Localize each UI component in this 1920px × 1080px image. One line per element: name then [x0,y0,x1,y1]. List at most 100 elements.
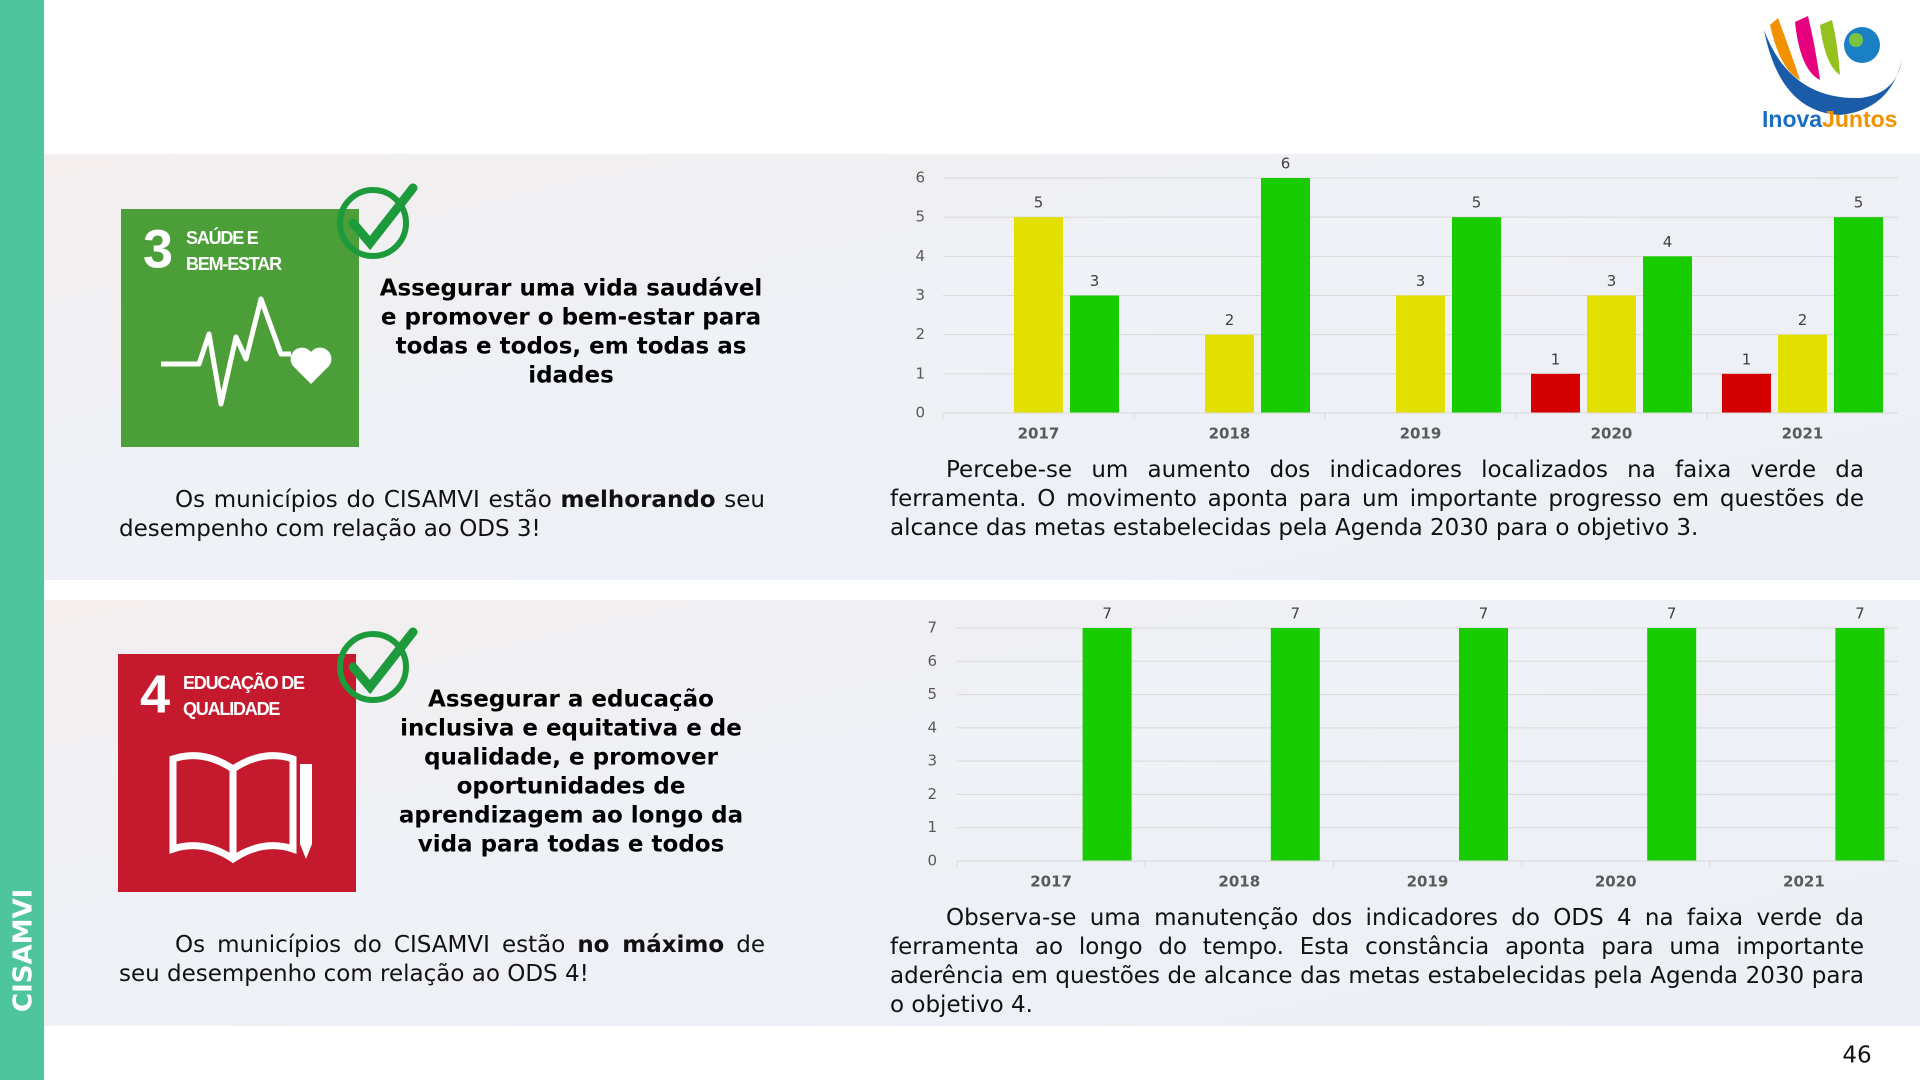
bar [1459,628,1508,861]
logo-part: Juntos [1822,106,1897,132]
goal-text: aprendizagem ao longo da [399,803,743,829]
goal-text: qualidade, e promover [424,745,718,771]
bar [1396,295,1445,413]
check-circle [337,631,409,703]
data-label: 3 [1607,272,1617,290]
goal-text: Assegurar uma vida saudável [380,276,763,302]
data-label: 1 [1551,350,1561,368]
analysis: Observa-se uma manutenção dos indicadore… [890,905,1864,1018]
bar [1014,217,1063,413]
x-tick-label: 2018 [1218,873,1260,891]
bar [1722,373,1771,413]
data-label: 7 [1667,605,1677,623]
summary: Os municípios do CISAMVI estão melhorand… [119,486,765,544]
y-tick-label: 1 [915,364,925,382]
bar [1587,295,1636,413]
data-label: 1 [1742,350,1752,368]
bar [1778,334,1827,413]
y-tick-label: 2 [915,325,925,343]
sdg-tile [118,654,356,892]
y-tick-label: 6 [915,169,925,187]
sdg-label: SAÚDE E [186,227,259,248]
data-label: 7 [1855,605,1865,623]
sdg-icon [169,752,297,864]
sdg-number: 4 [140,664,170,724]
summary: Os municípios do CISAMVI estão no máximo… [119,931,765,989]
sdg-label: QUALIDADE [183,699,280,719]
data-label: 5 [1854,194,1864,212]
x-tick-label: 2019 [1400,425,1442,443]
y-tick-label: 0 [927,852,937,870]
bar [1647,628,1697,861]
summary-part: Os municípios do CISAMVI estão [175,932,578,958]
data-label: 7 [1479,605,1489,623]
summary-part: Os municípios do CISAMVI estão [175,487,561,513]
data-label: 2 [1225,311,1235,329]
bar [1261,178,1310,413]
logo: InovaJuntos [1762,16,1902,132]
summary-part: seu desempenho com relação ao ODS 3! [119,487,765,542]
x-tick-label: 2020 [1591,425,1633,443]
sdg-icon [290,347,332,384]
y-tick-label: 5 [915,208,925,226]
goal-text: e promover o bem-estar para [381,305,761,331]
y-tick-label: 7 [927,619,937,637]
goal-text: vida para todas e todos [418,832,725,858]
y-tick-label: 2 [927,785,937,803]
goal-text: inclusiva e equitativa e de [400,716,742,742]
bar [1452,217,1501,413]
goal-text: idades [528,363,614,389]
logo-part: Inova [1762,106,1822,132]
bar [1082,628,1132,861]
analysis: Percebe-se um aumento dos indicadores lo… [890,457,1864,541]
summary-part: no máximo [577,932,725,958]
goal-text: oportunidades de [457,774,686,800]
y-tick-label: 0 [915,404,925,422]
bar [1834,217,1883,413]
y-tick-label: 4 [915,247,925,265]
x-tick-label: 2021 [1783,873,1825,891]
sdg-tile [121,209,359,447]
x-tick-label: 2017 [1030,873,1072,891]
data-label: 3 [1416,272,1426,290]
y-tick-label: 3 [927,752,937,770]
x-tick-label: 2021 [1782,425,1824,443]
y-tick-label: 5 [927,685,937,703]
data-label: 7 [1102,605,1112,623]
summary-part: de seu desempenho com relação ao ODS 4! [119,932,766,987]
bar [1835,628,1885,861]
check-mark [348,183,418,251]
bar [1270,628,1320,861]
y-tick-label: 6 [927,652,937,670]
sdg-number: 3 [143,219,172,279]
data-label: 2 [1798,311,1808,329]
goal-text: todas e todos, em todas as [396,334,747,360]
sidebar-label: CISAMVI [9,889,39,1012]
check-circle [337,187,409,259]
y-tick-label: 3 [915,286,925,304]
data-label: 5 [1034,194,1044,212]
sdg-icon [161,296,291,407]
sdg-label: BEM-ESTAR [186,254,282,274]
x-tick-label: 2019 [1407,873,1449,891]
y-tick-label: 1 [927,818,937,836]
sidebar [0,0,44,1080]
data-label: 6 [1281,155,1291,173]
page-number: 46 [1842,1043,1871,1069]
sdg-label: EDUCAÇÃO DE [183,672,305,693]
logo-text: InovaJuntos [1762,106,1897,132]
data-label: 5 [1472,194,1482,212]
bar [1531,373,1580,413]
x-tick-label: 2018 [1209,425,1251,443]
check-mark [348,627,418,695]
x-tick-label: 2020 [1595,873,1637,891]
data-label: 4 [1663,233,1673,251]
bar [1070,295,1119,413]
x-tick-label: 2017 [1018,425,1060,443]
y-tick-label: 4 [927,718,937,736]
bar [1205,334,1254,413]
goal-text: Assegurar a educação [428,687,714,713]
sdg-icon [300,764,312,859]
